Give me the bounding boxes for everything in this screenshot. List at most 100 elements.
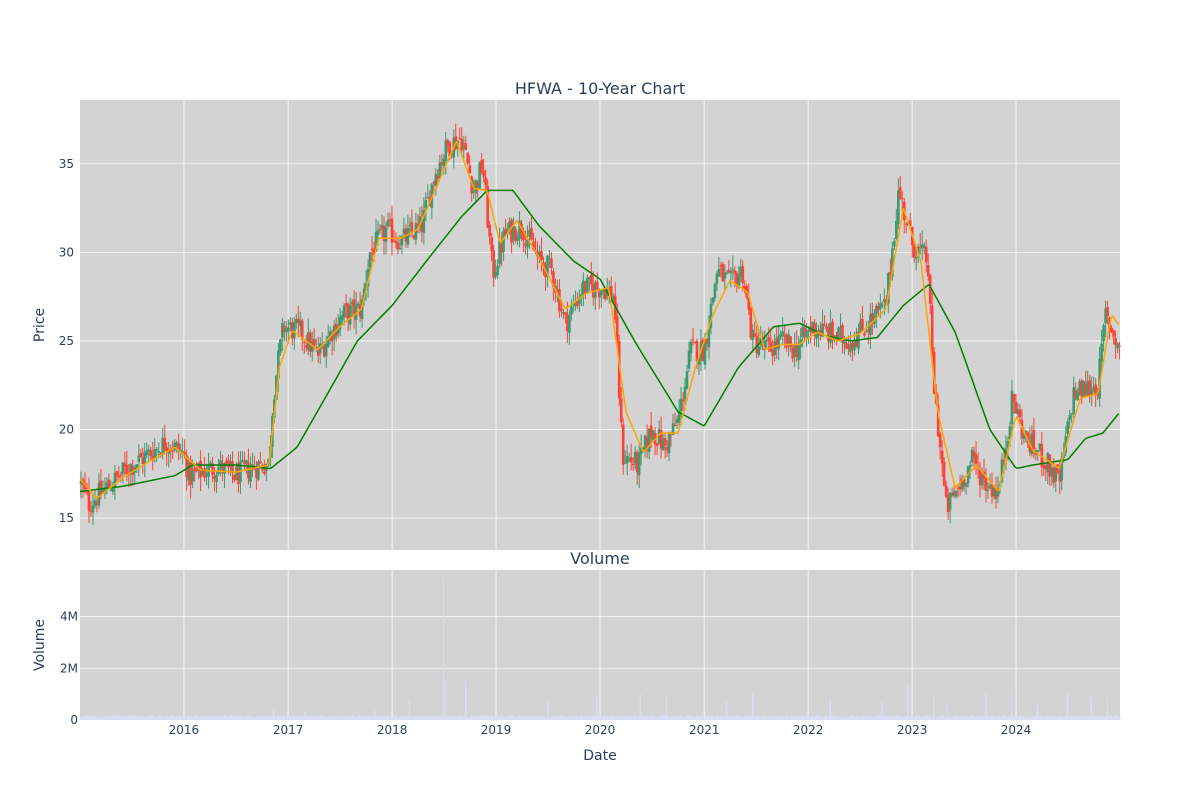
volume-bar (763, 715, 765, 720)
candle-up (340, 315, 344, 321)
volume-bar (976, 715, 978, 720)
candle-down (785, 334, 788, 348)
volume-bar (89, 716, 91, 720)
candle-down (1096, 392, 1099, 396)
candle-up (865, 330, 868, 333)
candle-down (908, 220, 912, 226)
candle-up (518, 220, 521, 240)
candle-up (111, 487, 115, 492)
volume-bar (660, 714, 662, 720)
candle-down (227, 460, 230, 468)
candle-up (1076, 391, 1080, 400)
candle-down (476, 181, 479, 187)
candle-down (1032, 430, 1036, 450)
volume-bar (346, 715, 348, 720)
candle-up (145, 450, 149, 455)
candle-down (482, 170, 485, 177)
volume-bar (657, 715, 659, 720)
candle-up (478, 162, 481, 189)
volume-bar (150, 715, 152, 720)
candle-up (1068, 415, 1072, 421)
candle-down (312, 339, 316, 346)
candle-down (141, 456, 145, 465)
volume-bar (845, 714, 846, 720)
volume-bar (202, 715, 204, 720)
candle-up (109, 490, 113, 492)
candle-down (171, 450, 174, 452)
candle-down (211, 463, 214, 475)
candle-up (418, 216, 422, 227)
candle-down (95, 501, 99, 506)
candle-up (954, 490, 958, 497)
volume-bar (923, 715, 925, 720)
candle-up (895, 220, 898, 239)
candle-up (717, 268, 721, 277)
x-tick-label: 2022 (793, 723, 824, 737)
volume-bar (1077, 715, 1079, 720)
candle-down (1094, 384, 1097, 396)
candle-up (279, 339, 282, 353)
candle-up (879, 303, 882, 309)
volume-bar (1053, 715, 1055, 720)
candle-down (693, 341, 697, 343)
volume-bar (539, 715, 541, 720)
volume-bar (881, 701, 883, 720)
candle-down (464, 143, 468, 150)
volume-bar (147, 715, 148, 720)
volume-bar (268, 716, 270, 720)
volume-bar (320, 715, 321, 720)
candle-up (414, 223, 418, 240)
candle-up (147, 449, 151, 452)
candle-down (83, 482, 87, 490)
candle-up (801, 327, 804, 338)
candle-up (281, 323, 284, 338)
volume-bar (501, 714, 503, 720)
candle-down (753, 333, 757, 337)
candle-up (155, 448, 159, 450)
candle-up (580, 294, 583, 298)
candle-down (225, 460, 228, 464)
candle-down (149, 450, 153, 457)
candle-down (237, 463, 240, 485)
volume-bar (943, 714, 945, 720)
volume-bar (666, 696, 667, 720)
candle-up (350, 302, 354, 305)
candle-down (1014, 401, 1018, 414)
price-axis-title: Price (32, 308, 48, 342)
candle-down (978, 469, 982, 486)
candle-up (588, 277, 591, 279)
volume-bar (728, 716, 730, 720)
candle-up (508, 221, 511, 233)
candle-up (472, 191, 476, 193)
candle-up (229, 461, 232, 467)
candle-up (137, 455, 141, 462)
candle-up (843, 340, 846, 344)
volume-bar (134, 715, 136, 720)
candle-down (131, 465, 135, 475)
volume-bar (858, 715, 860, 720)
volume-bar (863, 715, 865, 720)
volume-bar (549, 716, 550, 720)
candle-up (245, 460, 248, 465)
candle-up (751, 329, 755, 340)
volume-bar (153, 715, 154, 720)
volume-bar (226, 716, 227, 720)
volume-bar (830, 699, 831, 720)
candle-down (990, 483, 994, 497)
candle-up (326, 336, 330, 348)
candle-up (805, 331, 808, 338)
candle-down (1088, 380, 1091, 397)
candle-up (627, 458, 631, 460)
volume-bar (695, 715, 697, 720)
volume-bar (587, 715, 588, 720)
candle-down (316, 350, 320, 356)
volume-bar (981, 715, 983, 720)
candle-down (448, 142, 452, 157)
candle-up (289, 322, 292, 325)
candle-up (992, 487, 996, 497)
volume-bar (722, 714, 724, 720)
volume-bar (962, 715, 964, 720)
candle-up (671, 423, 675, 436)
candle-up (651, 430, 655, 441)
candle-up (512, 226, 515, 240)
